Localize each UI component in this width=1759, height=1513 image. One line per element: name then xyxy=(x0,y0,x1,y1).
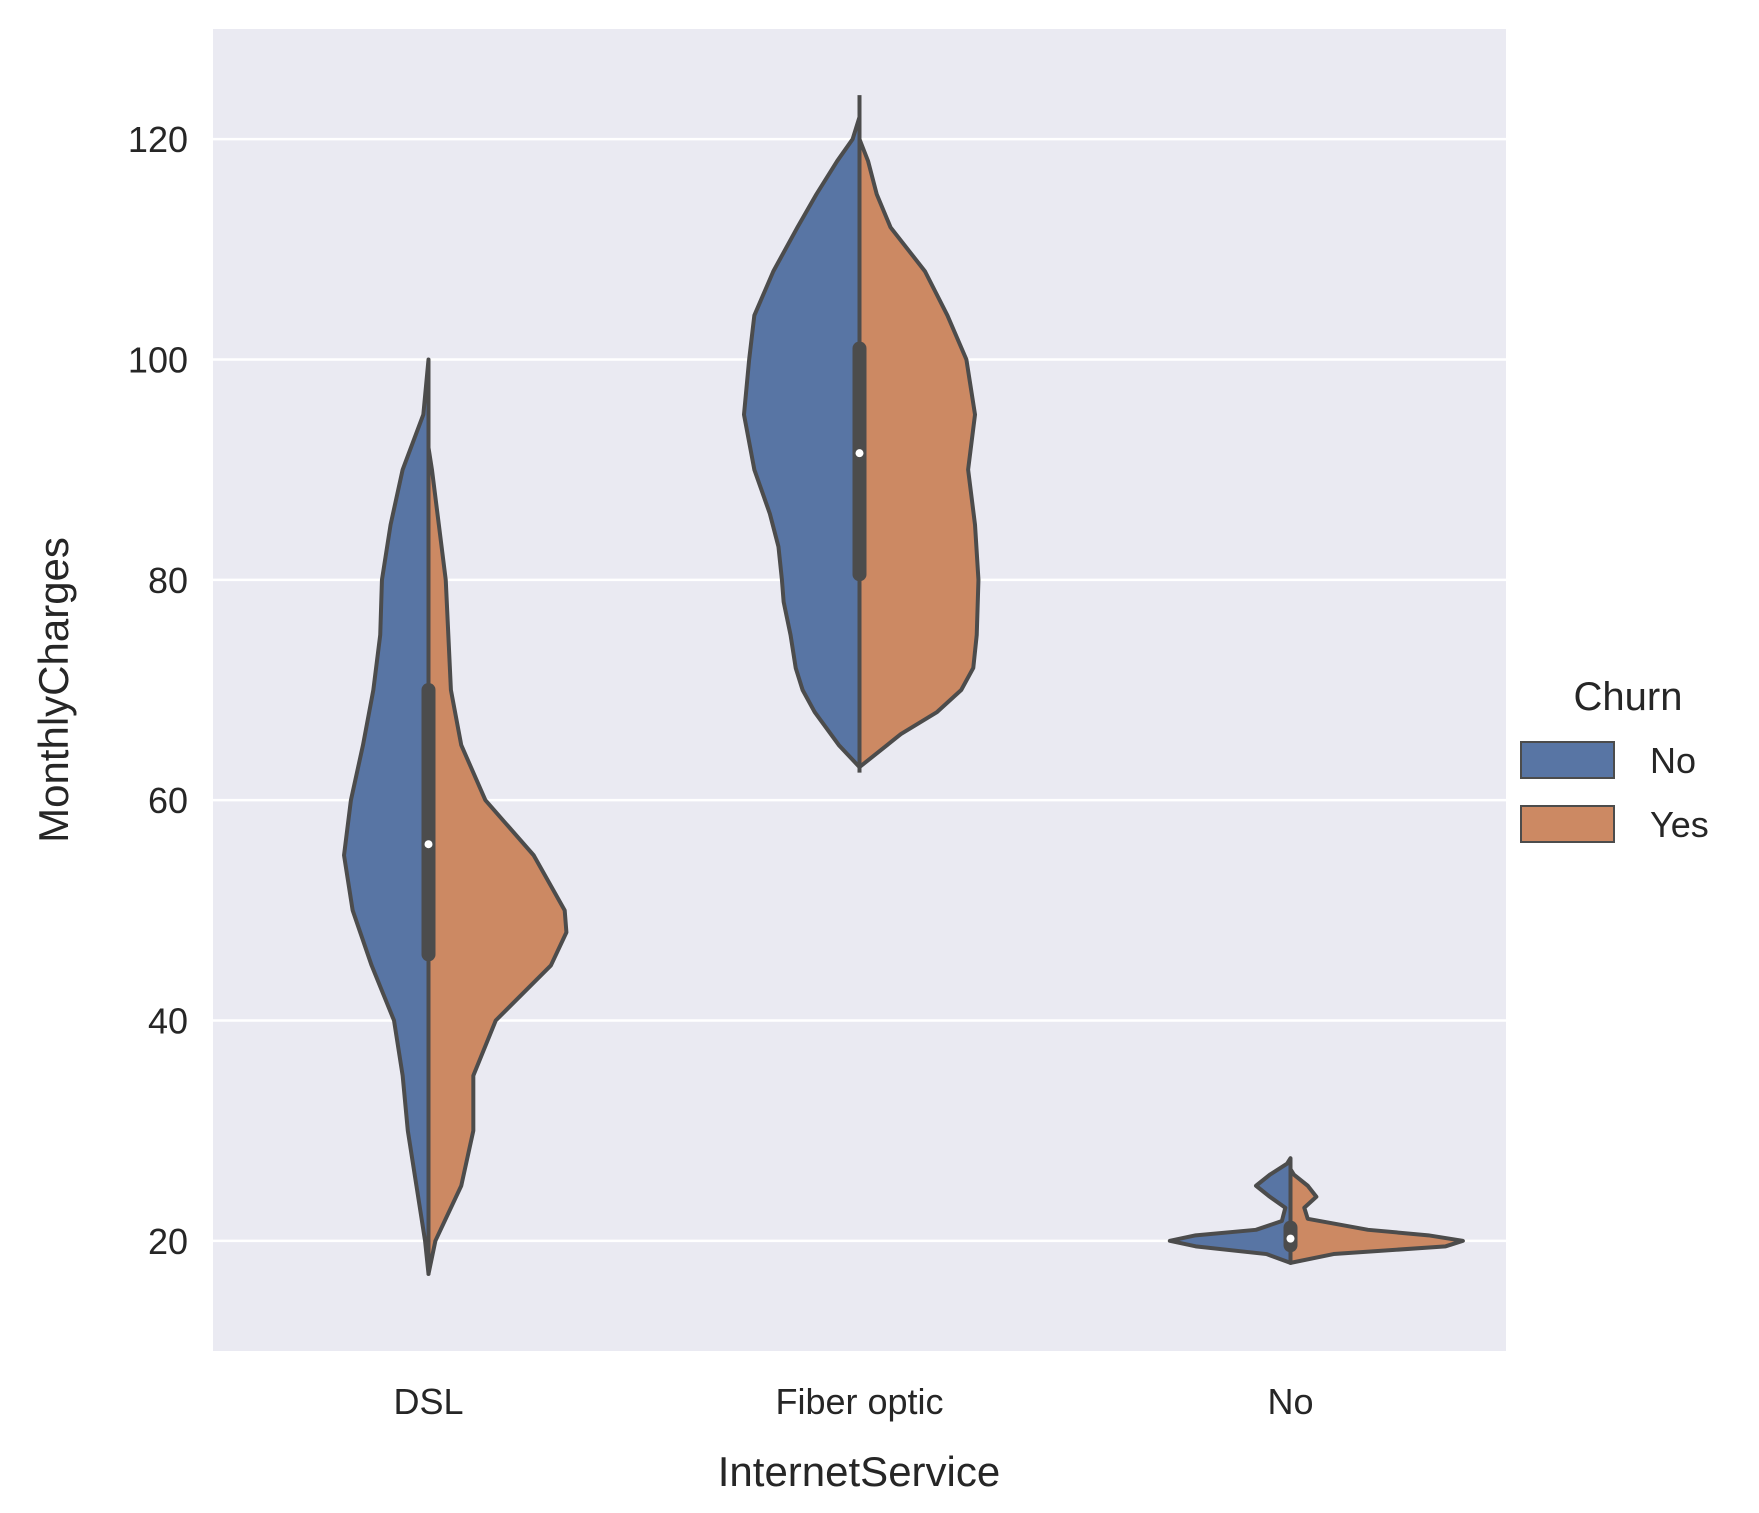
legend: Churn No Yes xyxy=(1520,675,1709,845)
legend-label-yes: Yes xyxy=(1650,804,1709,845)
y-axis-label: MonthlyCharges xyxy=(30,537,77,843)
violin-fiber-optic-no xyxy=(741,115,862,770)
violin-no-yes xyxy=(1288,1167,1465,1265)
violin-dsl-no xyxy=(342,357,431,1276)
y-tick-80: 80 xyxy=(148,560,188,601)
median-dot-fiber-optic xyxy=(855,449,864,458)
legend-swatch-no xyxy=(1520,741,1615,779)
inner-boxes xyxy=(421,95,1298,1274)
y-tick-60: 60 xyxy=(148,780,188,821)
y-tick-labels: 20 40 60 80 100 120 xyxy=(128,119,188,1262)
x-tick-dsl: DSL xyxy=(393,1381,463,1422)
violin-fiber-optic-yes xyxy=(857,137,981,770)
x-axis-label: InternetService xyxy=(718,1448,1000,1495)
median-dot-no xyxy=(1286,1234,1295,1243)
violin-no-no xyxy=(1167,1156,1293,1265)
violin-dsl-yes xyxy=(426,445,569,1276)
x-tick-no: No xyxy=(1267,1381,1313,1422)
legend-swatch-yes xyxy=(1520,805,1615,843)
y-tick-120: 120 xyxy=(128,119,188,160)
x-tick-labels: DSL Fiber optic No xyxy=(393,1381,1313,1422)
legend-title: Churn xyxy=(1574,675,1683,719)
x-tick-fiber-optic: Fiber optic xyxy=(775,1381,943,1422)
y-tick-20: 20 xyxy=(148,1221,188,1262)
legend-label-no: No xyxy=(1650,740,1696,781)
y-tick-40: 40 xyxy=(148,1001,188,1042)
y-tick-100: 100 xyxy=(128,340,188,381)
median-dot-dsl xyxy=(424,840,433,849)
violins xyxy=(342,115,1465,1276)
